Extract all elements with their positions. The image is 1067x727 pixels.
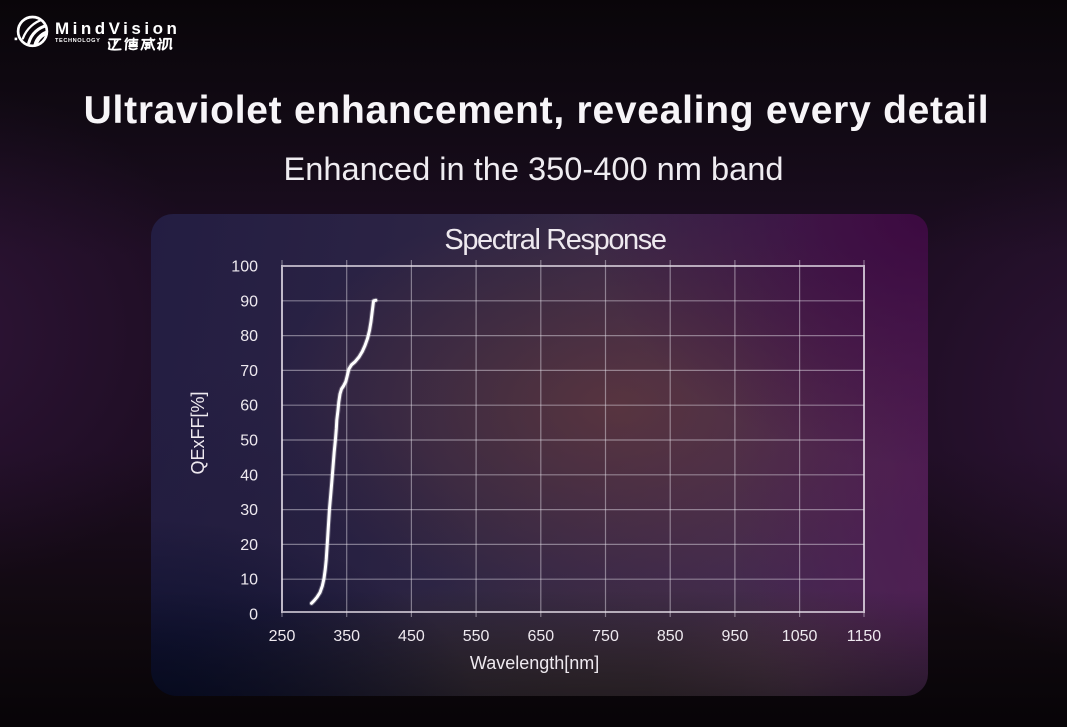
svg-text:550: 550 bbox=[463, 628, 490, 645]
svg-text:1150: 1150 bbox=[847, 628, 882, 645]
svg-text:0: 0 bbox=[249, 607, 258, 624]
svg-text:10: 10 bbox=[240, 572, 258, 589]
svg-text:850: 850 bbox=[657, 628, 684, 645]
svg-text:20: 20 bbox=[240, 537, 258, 554]
svg-text:450: 450 bbox=[398, 628, 425, 645]
svg-text:70: 70 bbox=[240, 363, 258, 380]
svg-text:MindVision: MindVision bbox=[55, 19, 180, 38]
svg-text:1050: 1050 bbox=[782, 628, 818, 645]
svg-text:750: 750 bbox=[592, 628, 619, 645]
svg-text:Wavelength[nm]: Wavelength[nm] bbox=[470, 653, 599, 673]
svg-text:30: 30 bbox=[240, 502, 258, 519]
svg-text:80: 80 bbox=[240, 328, 258, 345]
svg-text:650: 650 bbox=[527, 628, 554, 645]
svg-text:60: 60 bbox=[240, 398, 258, 415]
svg-text:50: 50 bbox=[240, 433, 258, 450]
svg-text:40: 40 bbox=[240, 467, 258, 484]
svg-text:Spectral Response: Spectral Response bbox=[444, 224, 665, 256]
svg-text:90: 90 bbox=[240, 293, 258, 310]
svg-text:950: 950 bbox=[722, 628, 749, 645]
svg-text:100: 100 bbox=[231, 259, 258, 276]
svg-text:TECHNOLOGY: TECHNOLOGY bbox=[55, 38, 100, 44]
svg-text:250: 250 bbox=[269, 628, 296, 645]
svg-text:350: 350 bbox=[333, 628, 360, 645]
svg-text:QExFF[%]: QExFF[%] bbox=[188, 391, 208, 474]
